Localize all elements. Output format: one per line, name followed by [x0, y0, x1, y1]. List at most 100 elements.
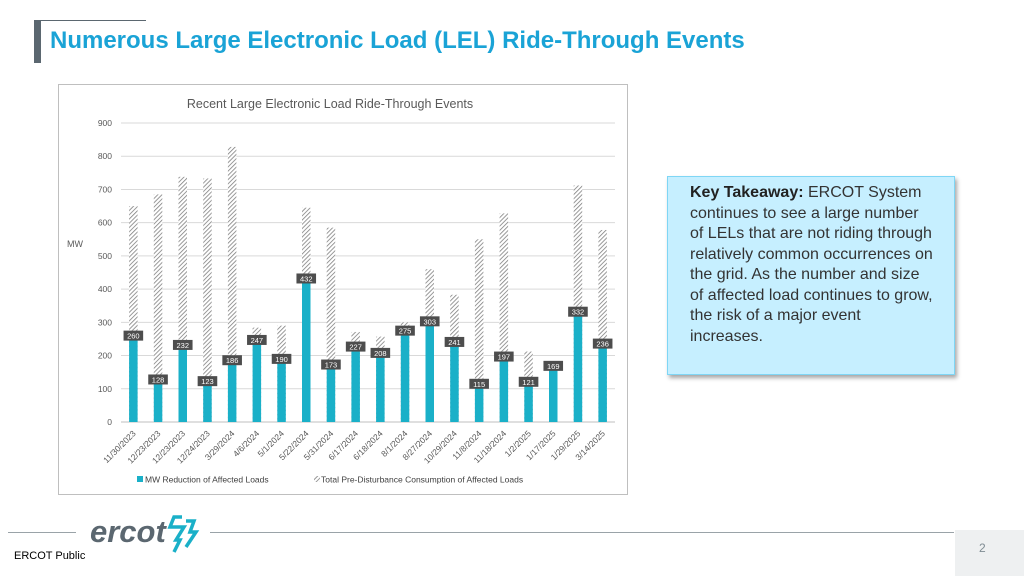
data-label: 190 — [275, 355, 288, 364]
data-label: 123 — [201, 377, 214, 386]
bar-mw-reduction — [351, 346, 360, 422]
logo-bolt-icon — [167, 515, 200, 553]
legend-swatch-reduction — [137, 476, 143, 482]
data-label: 432 — [300, 274, 313, 283]
ercot-logo: ercot — [90, 514, 200, 553]
key-takeaway-box: Key Takeaway: ERCOT System continues to … — [667, 176, 955, 375]
bar-mw-reduction — [277, 358, 286, 422]
data-label-box — [518, 376, 539, 387]
data-label-box — [345, 341, 366, 352]
y-tick-label: 200 — [98, 351, 112, 361]
logo-wordmark: ercot — [90, 514, 167, 549]
footer-rule-left — [8, 532, 76, 533]
data-label-box — [469, 378, 489, 389]
y-tick-label: 100 — [98, 384, 112, 394]
slide-title: Numerous Large Electronic Load (LEL) Rid… — [50, 27, 745, 54]
data-label: 186 — [226, 356, 239, 365]
y-tick-label: 600 — [98, 218, 112, 228]
y-tick-label: 500 — [98, 251, 112, 261]
bar-total-consumption — [573, 185, 583, 422]
data-label-box — [296, 273, 317, 284]
data-label: 128 — [152, 375, 165, 384]
data-label-box — [494, 351, 514, 362]
bar-mw-reduction — [499, 356, 509, 422]
data-label: 241 — [448, 338, 461, 347]
title-accent-bar — [34, 20, 41, 63]
bar-mw-reduction — [129, 335, 138, 422]
bar-total-consumption — [326, 227, 336, 422]
page-number-box — [955, 530, 1024, 576]
bar-mw-reduction — [252, 339, 262, 422]
data-label-box — [148, 374, 168, 385]
data-label-box — [123, 330, 144, 341]
y-tick-label: 300 — [98, 317, 112, 327]
footer-rule-right — [210, 532, 954, 533]
bar-mw-reduction — [153, 379, 163, 422]
data-label-box — [370, 347, 391, 358]
data-label: 173 — [325, 361, 338, 370]
data-label: 275 — [399, 327, 412, 336]
bar-total-consumption — [474, 239, 484, 422]
takeaway-heading: Key Takeaway: — [690, 184, 804, 201]
data-label: 197 — [498, 353, 511, 362]
data-label-box — [197, 376, 218, 387]
bar-total-consumption — [153, 194, 163, 422]
data-label-box — [222, 355, 242, 366]
y-tick-label: 900 — [98, 118, 112, 128]
bar-total-consumption — [227, 146, 237, 423]
bar-mw-reduction — [326, 364, 336, 422]
data-label: 121 — [522, 378, 535, 387]
footer-classification: ERCOT Public — [14, 550, 86, 562]
bar-mw-reduction — [474, 383, 484, 422]
data-label: 303 — [423, 317, 436, 326]
bar-mw-reduction — [450, 341, 459, 422]
data-label: 332 — [572, 308, 585, 317]
bar-total-consumption — [203, 178, 212, 422]
takeaway-body: ERCOT System continues to see a large nu… — [690, 184, 933, 345]
chart-title: Recent Large Electronic Load Ride-Throug… — [187, 97, 473, 111]
legend-label-total: Total Pre-Disturbance Consumption of Aff… — [321, 475, 523, 485]
data-label: 260 — [127, 332, 140, 341]
data-label-box — [543, 360, 564, 371]
data-label-box — [592, 338, 613, 349]
bar-mw-reduction — [549, 365, 558, 422]
title-rule — [34, 20, 146, 21]
bar-mw-reduction — [598, 343, 607, 422]
bar-total-consumption — [178, 176, 187, 422]
bar-mw-reduction — [573, 311, 583, 422]
bar-total-consumption — [598, 229, 607, 422]
data-label-box — [172, 339, 193, 350]
bar-total-consumption — [129, 206, 138, 422]
data-label-box — [247, 334, 267, 345]
bar-total-consumption — [499, 213, 509, 422]
bar-mw-reduction — [178, 344, 187, 422]
data-label-box — [568, 306, 588, 317]
bar-mw-reduction — [400, 330, 410, 422]
y-tick-label: 0 — [107, 417, 112, 427]
data-label: 227 — [349, 343, 362, 352]
page-number: 2 — [979, 541, 986, 555]
data-label-box — [395, 325, 415, 336]
bar-mw-reduction — [376, 352, 385, 422]
data-label: 208 — [374, 349, 387, 358]
data-label-box — [444, 336, 465, 347]
y-axis-label: MW — [67, 239, 83, 249]
y-tick-label: 800 — [98, 151, 112, 161]
data-label-box — [321, 359, 341, 370]
data-label-box — [419, 316, 440, 327]
legend-swatch-total — [314, 476, 320, 482]
bar-mw-reduction — [227, 360, 237, 422]
data-label: 247 — [251, 336, 264, 345]
data-label: 115 — [473, 380, 485, 389]
data-label: 236 — [596, 340, 609, 349]
bar-mw-reduction — [524, 381, 533, 422]
bar-mw-reduction — [425, 321, 434, 422]
bar-mw-reduction — [302, 278, 311, 422]
y-tick-label: 400 — [98, 284, 112, 294]
chart-frame: Recent Large Electronic Load Ride-Throug… — [58, 84, 628, 495]
data-label: 232 — [176, 341, 189, 350]
y-tick-label: 700 — [98, 184, 112, 194]
legend-label-reduction: MW Reduction of Affected Loads — [145, 475, 269, 485]
data-label: 169 — [547, 362, 560, 371]
ride-through-chart: Recent Large Electronic Load Ride-Throug… — [67, 97, 615, 485]
